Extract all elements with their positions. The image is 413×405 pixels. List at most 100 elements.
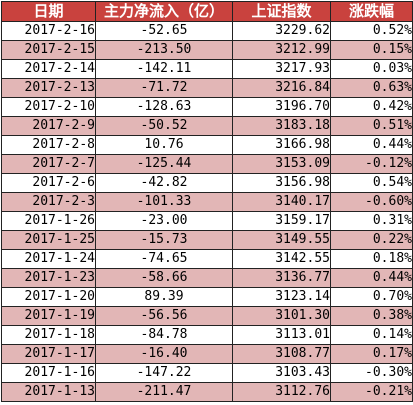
net-inflow-cell: 10.76 [95, 135, 233, 155]
net-inflow-cell: -52.65 [95, 21, 233, 41]
change-pct-cell: 0.31% [330, 211, 413, 231]
net-inflow-cell: -42.82 [95, 173, 233, 193]
index-cell: 3136.77 [232, 268, 331, 288]
date-cell: 2017-1-13 [1, 382, 96, 402]
table-row: 2017-1-25 -15.73 3149.55 0.22% [1, 230, 413, 250]
date-cell: 2017-2-15 [1, 40, 96, 60]
change-pct-cell: -0.21% [330, 382, 413, 402]
index-cell: 3108.77 [232, 344, 331, 364]
index-cell: 3159.17 [232, 211, 331, 231]
table-row: 2017-1-23 -58.66 3136.77 0.44% [1, 268, 413, 288]
table-row: 2017-2-10 -128.63 3196.70 0.42% [1, 97, 413, 117]
date-cell: 2017-1-16 [1, 363, 96, 383]
change-pct-cell: 0.38% [330, 306, 413, 326]
net-inflow-cell: -56.56 [95, 306, 233, 326]
table-row: 2017-1-17 -16.40 3108.77 0.17% [1, 344, 413, 364]
header-date: 日期 [1, 1, 96, 22]
date-cell: 2017-1-19 [1, 306, 96, 326]
header-main-net-inflow: 主力净流入（亿） [95, 1, 233, 22]
change-pct-cell: 0.22% [330, 230, 413, 250]
date-cell: 2017-2-16 [1, 21, 96, 41]
index-cell: 3216.84 [232, 78, 331, 98]
date-cell: 2017-2-7 [1, 154, 96, 174]
table-row: 2017-2-13 -71.72 3216.84 0.63% [1, 78, 413, 98]
index-cell: 3183.18 [232, 116, 331, 136]
index-cell: 3140.17 [232, 192, 331, 212]
date-cell: 2017-2-13 [1, 78, 96, 98]
index-cell: 3212.99 [232, 40, 331, 60]
change-pct-cell: 0.70% [330, 287, 413, 307]
net-inflow-cell: 89.39 [95, 287, 233, 307]
index-cell: 3112.76 [232, 382, 331, 402]
index-cell: 3166.98 [232, 135, 331, 155]
date-cell: 2017-2-6 [1, 173, 96, 193]
index-cell: 3123.14 [232, 287, 331, 307]
index-cell: 3229.62 [232, 21, 331, 41]
net-inflow-cell: -58.66 [95, 268, 233, 288]
change-pct-cell: 0.52% [330, 21, 413, 41]
net-inflow-cell: -125.44 [95, 154, 233, 174]
date-cell: 2017-2-8 [1, 135, 96, 155]
date-cell: 2017-1-17 [1, 344, 96, 364]
net-inflow-cell: -71.72 [95, 78, 233, 98]
header-change-pct: 涨跌幅 [330, 1, 413, 22]
date-cell: 2017-2-9 [1, 116, 96, 136]
date-cell: 2017-2-14 [1, 59, 96, 79]
index-cell: 3103.43 [232, 363, 331, 383]
net-inflow-cell: -101.33 [95, 192, 233, 212]
change-pct-cell: 0.42% [330, 97, 413, 117]
change-pct-cell: 0.03% [330, 59, 413, 79]
table-row: 2017-1-26 -23.00 3159.17 0.31% [1, 211, 413, 231]
net-inflow-cell: -50.52 [95, 116, 233, 136]
table-row: 2017-2-15 -213.50 3212.99 0.15% [1, 40, 413, 60]
table-row: 2017-2-8 10.76 3166.98 0.44% [1, 135, 413, 155]
net-inflow-cell: -213.50 [95, 40, 233, 60]
index-cell: 3101.30 [232, 306, 331, 326]
date-cell: 2017-1-23 [1, 268, 96, 288]
date-cell: 2017-1-26 [1, 211, 96, 231]
table-row: 2017-2-9 -50.52 3183.18 0.51% [1, 116, 413, 136]
table-row: 2017-1-20 89.39 3123.14 0.70% [1, 287, 413, 307]
change-pct-cell: 0.18% [330, 249, 413, 269]
date-cell: 2017-2-10 [1, 97, 96, 117]
table-row: 2017-2-6 -42.82 3156.98 0.54% [1, 173, 413, 193]
net-inflow-cell: -74.65 [95, 249, 233, 269]
table-row: 2017-1-18 -84.78 3113.01 0.14% [1, 325, 413, 345]
net-inflow-cell: -23.00 [95, 211, 233, 231]
change-pct-cell: 0.17% [330, 344, 413, 364]
table-row: 2017-1-13 -211.47 3112.76 -0.21% [1, 382, 413, 402]
net-inflow-cell: -84.78 [95, 325, 233, 345]
index-cell: 3113.01 [232, 325, 331, 345]
change-pct-cell: 0.44% [330, 135, 413, 155]
net-inflow-cell: -16.40 [95, 344, 233, 364]
table-row: 2017-2-16 -52.65 3229.62 0.52% [1, 21, 413, 41]
header-shanghai-index: 上证指数 [232, 1, 331, 22]
net-inflow-cell: -15.73 [95, 230, 233, 250]
date-cell: 2017-1-25 [1, 230, 96, 250]
index-cell: 3153.09 [232, 154, 331, 174]
index-cell: 3196.70 [232, 97, 331, 117]
table-body: 2017-2-16 -52.65 3229.62 0.52% 2017-2-15 -213… [1, 21, 413, 402]
change-pct-cell: 0.63% [330, 78, 413, 98]
change-pct-cell: 0.15% [330, 40, 413, 60]
change-pct-cell: -0.12% [330, 154, 413, 174]
table-row: 2017-2-3 -101.33 3140.17 -0.60% [1, 192, 413, 212]
net-inflow-cell: -211.47 [95, 382, 233, 402]
date-cell: 2017-1-18 [1, 325, 96, 345]
index-cell: 3156.98 [232, 173, 331, 193]
date-cell: 2017-2-3 [1, 192, 96, 212]
index-cell: 3217.93 [232, 59, 331, 79]
net-inflow-cell: -147.22 [95, 363, 233, 383]
index-cell: 3142.55 [232, 249, 331, 269]
change-pct-cell: -0.30% [330, 363, 413, 383]
table-row: 2017-1-24 -74.65 3142.55 0.18% [1, 249, 413, 269]
index-cell: 3149.55 [232, 230, 331, 250]
change-pct-cell: 0.14% [330, 325, 413, 345]
change-pct-cell: 0.54% [330, 173, 413, 193]
change-pct-cell: 0.51% [330, 116, 413, 136]
net-inflow-cell: -128.63 [95, 97, 233, 117]
date-cell: 2017-1-24 [1, 249, 96, 269]
table-row: 2017-1-16 -147.22 3103.43 -0.30% [1, 363, 413, 383]
table-header-row: 日期 主力净流入（亿） 上证指数 涨跌幅 [1, 1, 413, 22]
